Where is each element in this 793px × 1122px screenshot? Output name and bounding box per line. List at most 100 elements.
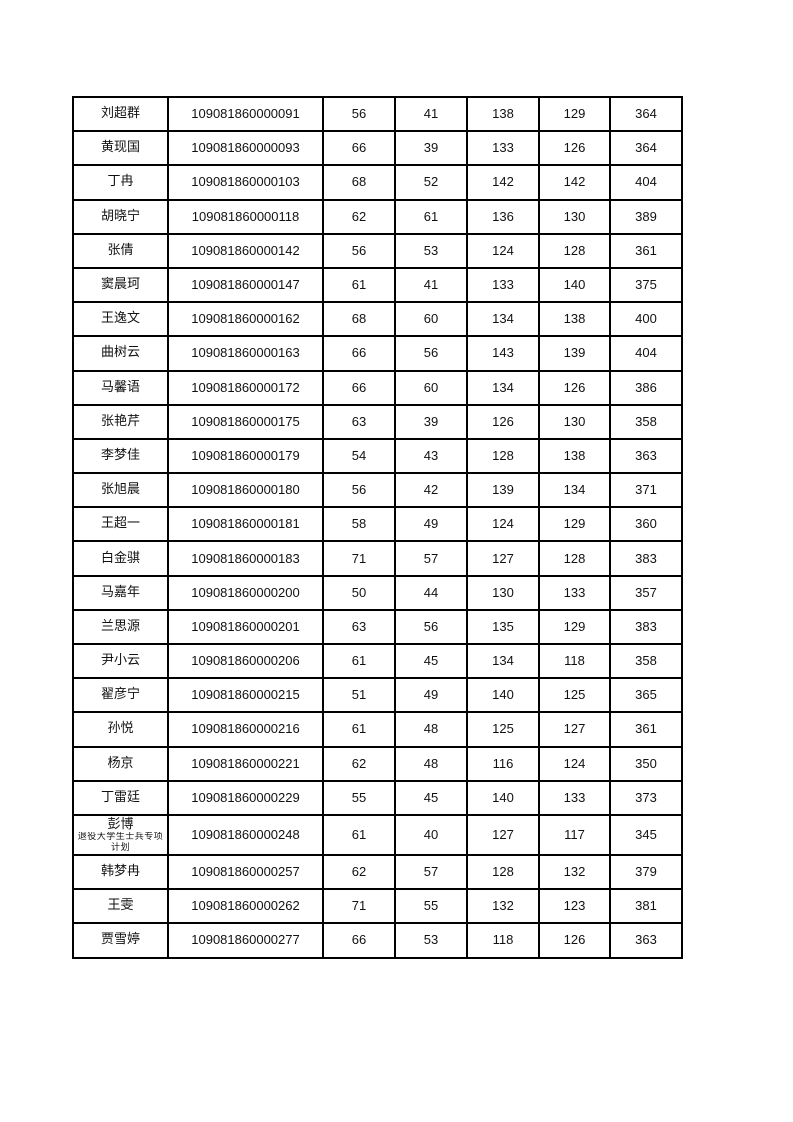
name-cell: 张艳芹	[72, 403, 169, 440]
score-3-cell: 127	[466, 540, 540, 577]
total-score-cell: 375	[609, 266, 683, 304]
candidate-id-cell: 109081860000206	[167, 642, 324, 680]
score-2-cell: 52	[394, 164, 468, 201]
table-row: 李梦佳 109081860000179 54 43 128 138 363	[72, 437, 683, 475]
name-cell: 张倩	[72, 232, 169, 269]
score-4-cell: 128	[538, 232, 611, 269]
score-3-cell: 125	[466, 711, 540, 748]
total-score-cell: 364	[609, 95, 683, 133]
candidate-note: 退役大学生士兵专项计划	[77, 831, 164, 853]
score-4-cell: 124	[538, 745, 611, 782]
score-4-cell: 142	[538, 164, 611, 201]
score-1-cell: 71	[322, 540, 396, 577]
candidate-name: 贾雪婷	[100, 932, 140, 948]
name-cell: 胡晓宁	[72, 198, 169, 235]
table-row: 杨京 109081860000221 62 48 116 124 350	[72, 745, 683, 782]
score-2-cell: 49	[394, 677, 468, 714]
score-3-cell: 134	[466, 642, 540, 680]
total-score-cell: 350	[609, 745, 683, 782]
candidate-name: 白金骐	[100, 550, 140, 566]
score-3-cell: 116	[466, 745, 540, 782]
table-row: 马嘉年 109081860000200 50 44 130 133 357	[72, 574, 683, 611]
score-1-cell: 68	[322, 164, 396, 201]
candidate-name: 胡晓宁	[100, 208, 140, 224]
table-row: 白金骐 109081860000183 71 57 127 128 383	[72, 540, 683, 577]
total-score-cell: 363	[609, 922, 683, 959]
candidate-name: 刘超群	[100, 106, 140, 122]
candidate-id-cell: 109081860000179	[167, 437, 324, 475]
table-row: 丁冉 109081860000103 68 52 142 142 404	[72, 164, 683, 201]
candidate-name: 尹小云	[100, 653, 140, 669]
candidate-name: 窦晨珂	[100, 277, 140, 293]
score-4-cell: 138	[538, 301, 611, 338]
score-table: 刘超群 109081860000091 56 41 138 129 364 黄现国 109081…	[72, 95, 683, 959]
score-4-cell: 117	[538, 813, 611, 856]
candidate-name: 王雯	[107, 898, 134, 914]
score-3-cell: 140	[466, 779, 540, 816]
name-cell: 王超一	[72, 506, 169, 543]
score-3-cell: 127	[466, 813, 540, 856]
candidate-name: 马嘉年	[100, 584, 140, 600]
score-1-cell: 54	[322, 437, 396, 475]
candidate-name: 张倩	[107, 242, 134, 258]
score-3-cell: 139	[466, 472, 540, 509]
score-2-cell: 48	[394, 711, 468, 748]
score-2-cell: 49	[394, 506, 468, 543]
candidate-id-cell: 109081860000221	[167, 745, 324, 782]
score-4-cell: 127	[538, 711, 611, 748]
name-cell: 王逸文	[72, 301, 169, 338]
score-1-cell: 66	[322, 335, 396, 372]
total-score-cell: 357	[609, 574, 683, 611]
candidate-id-cell: 109081860000180	[167, 472, 324, 509]
name-cell: 翟彦宁	[72, 677, 169, 714]
score-2-cell: 53	[394, 232, 468, 269]
score-2-cell: 56	[394, 335, 468, 372]
score-2-cell: 57	[394, 853, 468, 891]
candidate-id-cell: 109081860000163	[167, 335, 324, 372]
score-3-cell: 140	[466, 677, 540, 714]
total-score-cell: 379	[609, 853, 683, 891]
candidate-name: 王逸文	[100, 311, 140, 327]
score-4-cell: 134	[538, 472, 611, 509]
table-row: 翟彦宁 109081860000215 51 49 140 125 365	[72, 677, 683, 714]
name-cell: 刘超群	[72, 95, 169, 133]
candidate-id-cell: 109081860000277	[167, 922, 324, 959]
candidate-name: 马馨语	[100, 379, 140, 395]
score-1-cell: 61	[322, 266, 396, 304]
score-3-cell: 138	[466, 95, 540, 133]
score-3-cell: 128	[466, 853, 540, 891]
total-score-cell: 363	[609, 437, 683, 475]
score-2-cell: 39	[394, 130, 468, 167]
candidate-name: 翟彦宁	[100, 687, 140, 703]
candidate-id-cell: 109081860000262	[167, 888, 324, 925]
score-2-cell: 60	[394, 369, 468, 406]
score-4-cell: 138	[538, 437, 611, 475]
total-score-cell: 389	[609, 198, 683, 235]
name-cell: 丁雷廷	[72, 779, 169, 816]
name-cell: 王雯	[72, 888, 169, 925]
candidate-id-cell: 109081860000200	[167, 574, 324, 611]
score-3-cell: 133	[466, 130, 540, 167]
candidate-id-cell: 109081860000257	[167, 853, 324, 891]
candidate-id-cell: 109081860000183	[167, 540, 324, 577]
score-1-cell: 71	[322, 888, 396, 925]
candidate-id-cell: 109081860000229	[167, 779, 324, 816]
score-4-cell: 132	[538, 853, 611, 891]
score-1-cell: 61	[322, 711, 396, 748]
score-1-cell: 58	[322, 506, 396, 543]
score-2-cell: 61	[394, 198, 468, 235]
score-4-cell: 133	[538, 574, 611, 611]
score-3-cell: 134	[466, 301, 540, 338]
score-1-cell: 55	[322, 779, 396, 816]
table-row: 窦晨珂 109081860000147 61 41 133 140 375	[72, 266, 683, 304]
score-3-cell: 143	[466, 335, 540, 372]
score-1-cell: 68	[322, 301, 396, 338]
name-cell: 彭博 退役大学生士兵专项计划	[72, 813, 169, 856]
candidate-name: 彭博	[107, 816, 134, 832]
score-4-cell: 130	[538, 198, 611, 235]
total-score-cell: 404	[609, 164, 683, 201]
score-2-cell: 42	[394, 472, 468, 509]
table-row: 刘超群 109081860000091 56 41 138 129 364	[72, 95, 683, 133]
total-score-cell: 371	[609, 472, 683, 509]
candidate-name: 丁雷廷	[100, 789, 140, 805]
